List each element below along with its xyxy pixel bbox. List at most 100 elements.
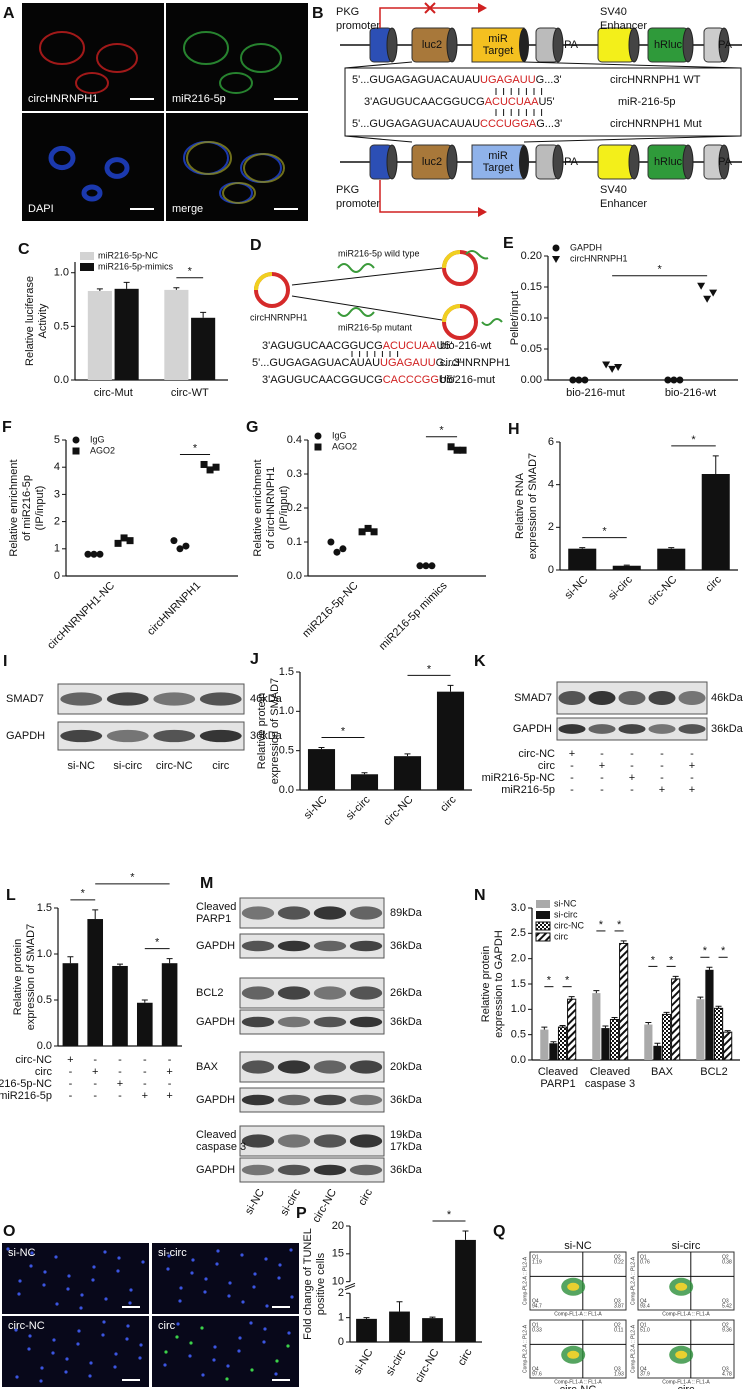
quadrant-label: Q2: [722, 1254, 729, 1260]
micrograph: [2, 1316, 149, 1387]
panel-label: L: [6, 887, 16, 904]
nucleus: [275, 1359, 279, 1363]
y-tick-label: 0.5: [279, 745, 294, 757]
x-tick-label: circ-NC: [381, 794, 415, 828]
zoom: [523, 61, 742, 69]
nucleus: [128, 1301, 132, 1305]
x-tick-label: si-NC: [351, 1347, 375, 1377]
lane-label: circ: [212, 760, 230, 772]
condition-sign: -: [690, 748, 694, 760]
point: [200, 460, 208, 468]
band: [153, 729, 196, 743]
blot-size: 36kDa: [390, 940, 423, 952]
target: [471, 144, 525, 180]
significance-label: *: [565, 975, 570, 987]
band: [241, 1016, 275, 1028]
legend-marker: [314, 443, 322, 451]
point: [581, 376, 589, 384]
cell: [219, 72, 253, 94]
y-tick-label: 1.0: [279, 705, 294, 717]
legend-marker: [72, 447, 80, 455]
bar: [705, 969, 714, 1060]
error-bar: [654, 1042, 661, 1046]
arrow: [291, 267, 443, 286]
condition-label: miR216-5p-NC: [0, 1078, 52, 1090]
quadrant-label: 0.33: [532, 1327, 542, 1333]
element-cap: [552, 27, 564, 63]
error-bar: [645, 1022, 652, 1025]
element-cap: [682, 144, 694, 180]
x-tick-label: bio-216-mut: [566, 387, 625, 399]
band: [277, 906, 311, 920]
bar: [657, 548, 686, 570]
band: [349, 986, 383, 1000]
condition-sign: -: [168, 1078, 172, 1090]
condition-sign: -: [168, 1054, 172, 1066]
panel-label: G: [246, 419, 258, 436]
blot-size: 89kDa: [390, 907, 423, 919]
cell: [39, 31, 85, 65]
x-tick-label: BAX: [651, 1066, 674, 1078]
error-bar: [568, 996, 575, 1000]
y-tick-label: 0.5: [37, 994, 52, 1006]
cell: [96, 43, 138, 73]
x-tick-label: miR216-5p-NC: [300, 580, 360, 640]
nucleus: [212, 1358, 216, 1362]
legend-swatch: [535, 932, 551, 942]
error-bar: [361, 772, 368, 775]
error-bar: [620, 940, 627, 944]
point: [459, 446, 467, 454]
band: [199, 729, 242, 743]
error-bar: [462, 1230, 469, 1240]
sequence: 5'...GUGAGAGUACAUAUCCCUGGAG...3': [352, 118, 562, 130]
cell: [183, 31, 229, 65]
quadrant-label: 3.87: [614, 1303, 624, 1309]
element-cap: [446, 27, 458, 63]
nucleus: [54, 1255, 58, 1259]
condition-sign: +: [92, 1066, 98, 1078]
panel-label: N: [474, 887, 486, 904]
element-cap: [386, 27, 398, 63]
nucleus: [204, 1277, 208, 1281]
nucleus: [39, 1379, 43, 1383]
element-label: PA: [564, 156, 579, 168]
condition-sign: +: [599, 760, 605, 772]
condition-sign: +: [117, 1078, 123, 1090]
blot-row-label: PARP1: [196, 913, 231, 925]
quadrant-label: 0.11: [614, 1327, 624, 1333]
quadrant-label: Q1: [640, 1322, 647, 1328]
sequence-part: U5': [436, 340, 452, 352]
x-tick-label: miR216-5p mimics: [377, 579, 450, 652]
nucleus: [237, 1349, 241, 1353]
band: [153, 692, 196, 706]
nucleus: [129, 1288, 133, 1292]
nucleus: [240, 1253, 244, 1257]
error-bar: [668, 547, 675, 549]
condition-label: miR216-5p-NC: [482, 772, 555, 784]
promoter-label: PKG: [336, 184, 359, 196]
nucleus: [28, 1334, 32, 1338]
nucleus: [77, 1329, 81, 1333]
y-tick-label: 0.05: [521, 343, 542, 355]
cluster-core: [675, 1350, 688, 1359]
band: [349, 1164, 383, 1176]
cell: [81, 184, 103, 202]
significance-label: *: [657, 264, 662, 276]
band: [60, 692, 103, 706]
panel-label: C: [18, 241, 30, 258]
nucleus: [178, 1299, 182, 1303]
y-tick-label: 0.15: [521, 281, 542, 293]
quadrant-label: 5.42: [722, 1303, 732, 1309]
error-bar: [715, 1005, 722, 1009]
band: [349, 1094, 383, 1106]
significance-label: *: [341, 725, 346, 737]
band: [241, 1134, 275, 1148]
nucleus: [117, 1256, 121, 1260]
nucleus: [203, 1290, 207, 1294]
y-tick-label: 6: [548, 436, 554, 448]
condition-sign: +: [67, 1054, 73, 1066]
sequence: 3'AGUGUCAACGGUCGACUCUAAU5': [364, 96, 555, 108]
mirna: [337, 307, 375, 317]
mirna-label: miR216-5p mutant: [338, 322, 413, 332]
point: [416, 562, 424, 570]
